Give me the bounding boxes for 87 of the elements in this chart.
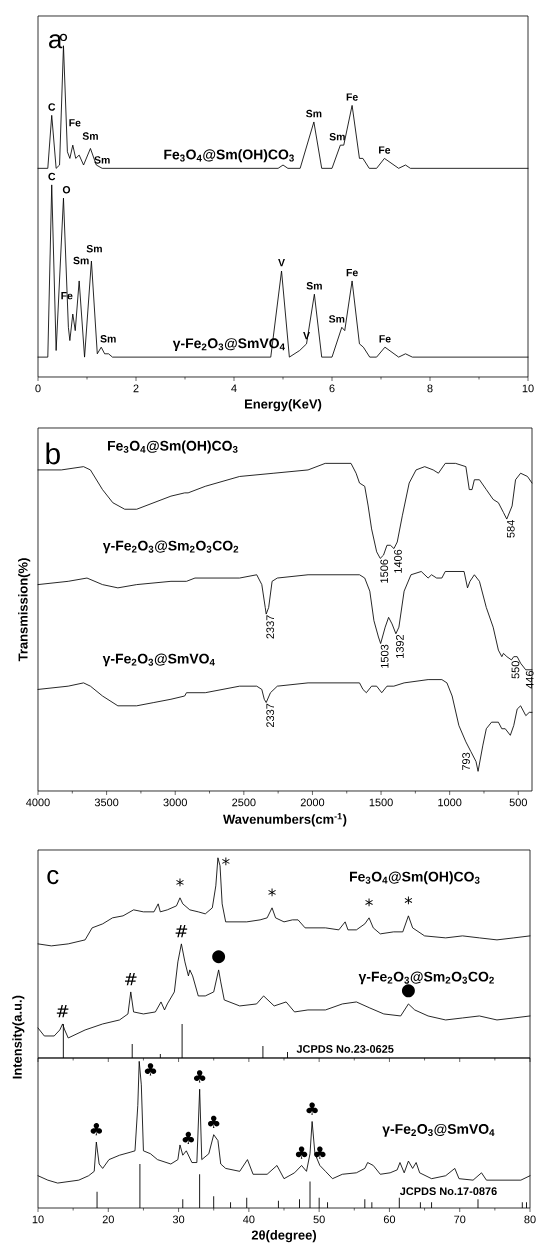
series-label: Fe$_{3}$O$_{4}$@Sm(OH)CO$_{3}$ bbox=[164, 149, 294, 163]
series-label: γ-Fe$_{2}$O$_{3}$@SmVO$_{4}$ bbox=[172, 338, 285, 351]
annotation: ♣ bbox=[182, 1131, 195, 1145]
text: γ-Fe$_{2}$O$_{3}$@Sm$_{2}$O$_{3}$CO$_{2}$ bbox=[102, 540, 239, 554]
annotation: * bbox=[268, 888, 276, 897]
x-tick-label: 4 bbox=[231, 384, 237, 393]
annotation: b bbox=[46, 442, 60, 465]
x-tick-label: 1000 bbox=[438, 798, 462, 807]
text: γ-Fe$_{2}$O$_{3}$@Sm$_{2}$O$_{3}$CO$_{2}$ bbox=[358, 971, 494, 985]
annotation: 550 bbox=[511, 661, 520, 679]
x-axis-title: Wavenumbers(cm$^{-1}$) bbox=[223, 813, 347, 827]
annotation: Sm bbox=[328, 315, 345, 323]
annotation: Fe bbox=[379, 335, 391, 343]
x-tick-label: 20 bbox=[102, 1215, 114, 1224]
annotation: 1392 bbox=[396, 634, 404, 658]
annotation: Sm bbox=[82, 132, 98, 140]
annotation: * bbox=[176, 878, 184, 887]
x-tick-label: 40 bbox=[243, 1215, 255, 1224]
series-label: JCPDS No.23-0625 bbox=[296, 1045, 394, 1053]
annotation: Fe bbox=[69, 119, 81, 127]
annotation: Fe bbox=[346, 268, 358, 277]
x-tick-label: 1500 bbox=[369, 798, 393, 807]
annotation: * bbox=[222, 857, 230, 866]
annotation: Sm bbox=[306, 282, 322, 290]
annotation: ♣ bbox=[306, 1102, 318, 1115]
annotation: 446 bbox=[525, 670, 534, 689]
x-tick-label: 60 bbox=[383, 1215, 396, 1224]
annotation: ● bbox=[212, 950, 226, 964]
annotation: ♣ bbox=[314, 1146, 326, 1159]
x-tick-label: 70 bbox=[454, 1215, 466, 1224]
x-tick-label: 2 bbox=[133, 384, 139, 393]
annotation: Sm bbox=[94, 156, 110, 164]
annotation: V bbox=[278, 259, 285, 267]
x-tick-label: 2000 bbox=[300, 798, 325, 807]
annotation: V bbox=[303, 331, 310, 340]
annotation: c bbox=[47, 869, 59, 885]
annotation: 1503 bbox=[380, 644, 389, 668]
x-tick-label: 0 bbox=[35, 384, 41, 393]
x-tick-label: 80 bbox=[524, 1215, 536, 1224]
annotation: C bbox=[48, 103, 56, 111]
text: γ-Fe$_{2}$O$_{3}$@SmVO$_{4}$ bbox=[382, 1123, 495, 1137]
x-tick-label: 8 bbox=[427, 384, 433, 393]
annotation: ♣ bbox=[295, 1146, 308, 1159]
text: Fe$_{3}$O$_{4}$@Sm(OH)CO$_{3}$ bbox=[350, 871, 480, 885]
x-axis-title: 2θ(degree) bbox=[251, 1230, 317, 1243]
annotation: 584 bbox=[506, 520, 515, 538]
annotation: * bbox=[365, 898, 373, 907]
x-axis-title: Energy(KeV) bbox=[245, 399, 322, 412]
series-label: JCPDS No.17-0876 bbox=[399, 1187, 497, 1196]
annotation: # bbox=[56, 1005, 69, 1018]
x-tick-label: 4000 bbox=[26, 798, 50, 807]
annotation: ♣ bbox=[193, 1070, 206, 1083]
x-tick-label: 10 bbox=[522, 384, 534, 393]
annotation: 2337 bbox=[266, 703, 275, 728]
annotation: Fe bbox=[61, 292, 73, 300]
annotation: O bbox=[62, 186, 71, 194]
annotation: ● bbox=[401, 984, 415, 998]
x-tick-label: 50 bbox=[313, 1215, 325, 1224]
series-label: Fe$_{3}$O$_{4}$@Sm(OH)CO$_{3}$ bbox=[108, 440, 238, 454]
annotation: * bbox=[404, 896, 413, 905]
x-tick-label: 6 bbox=[329, 384, 335, 393]
annotation: Sm bbox=[306, 109, 322, 118]
x-tick-label: 500 bbox=[509, 798, 527, 807]
annotation: ♣ bbox=[90, 1122, 103, 1136]
annotation: Sm bbox=[100, 335, 116, 343]
annotation: Sm bbox=[86, 244, 102, 253]
annotation: # bbox=[124, 973, 137, 986]
annotation: 1406 bbox=[394, 549, 402, 573]
annotation: Fe bbox=[346, 93, 358, 101]
x-tick-label: 3500 bbox=[94, 798, 119, 807]
annotation: Sm bbox=[329, 133, 345, 141]
annotation: 1506 bbox=[380, 559, 389, 583]
y-axis-title: Transmission(%) bbox=[18, 558, 31, 662]
y-axis-title: Intensity(a.u.) bbox=[12, 995, 25, 1079]
x-tick-label: 30 bbox=[172, 1215, 185, 1224]
annotation: ♣ bbox=[144, 1063, 157, 1076]
annotation: Fe bbox=[379, 146, 391, 154]
annotation: ♣ bbox=[208, 1115, 220, 1128]
annotation: 793 bbox=[462, 752, 470, 771]
annotation: # bbox=[175, 925, 188, 938]
series-label: γ-Fe$_{2}$O$_{3}$@SmVO$_{4}$ bbox=[102, 653, 215, 667]
annotation: Sm bbox=[73, 256, 89, 265]
annotation: 2337 bbox=[266, 615, 275, 639]
x-tick-label: 3000 bbox=[163, 798, 187, 807]
annotation: C bbox=[48, 172, 56, 181]
x-tick-label: 2500 bbox=[232, 798, 256, 807]
x-tick-label: 10 bbox=[32, 1215, 44, 1224]
